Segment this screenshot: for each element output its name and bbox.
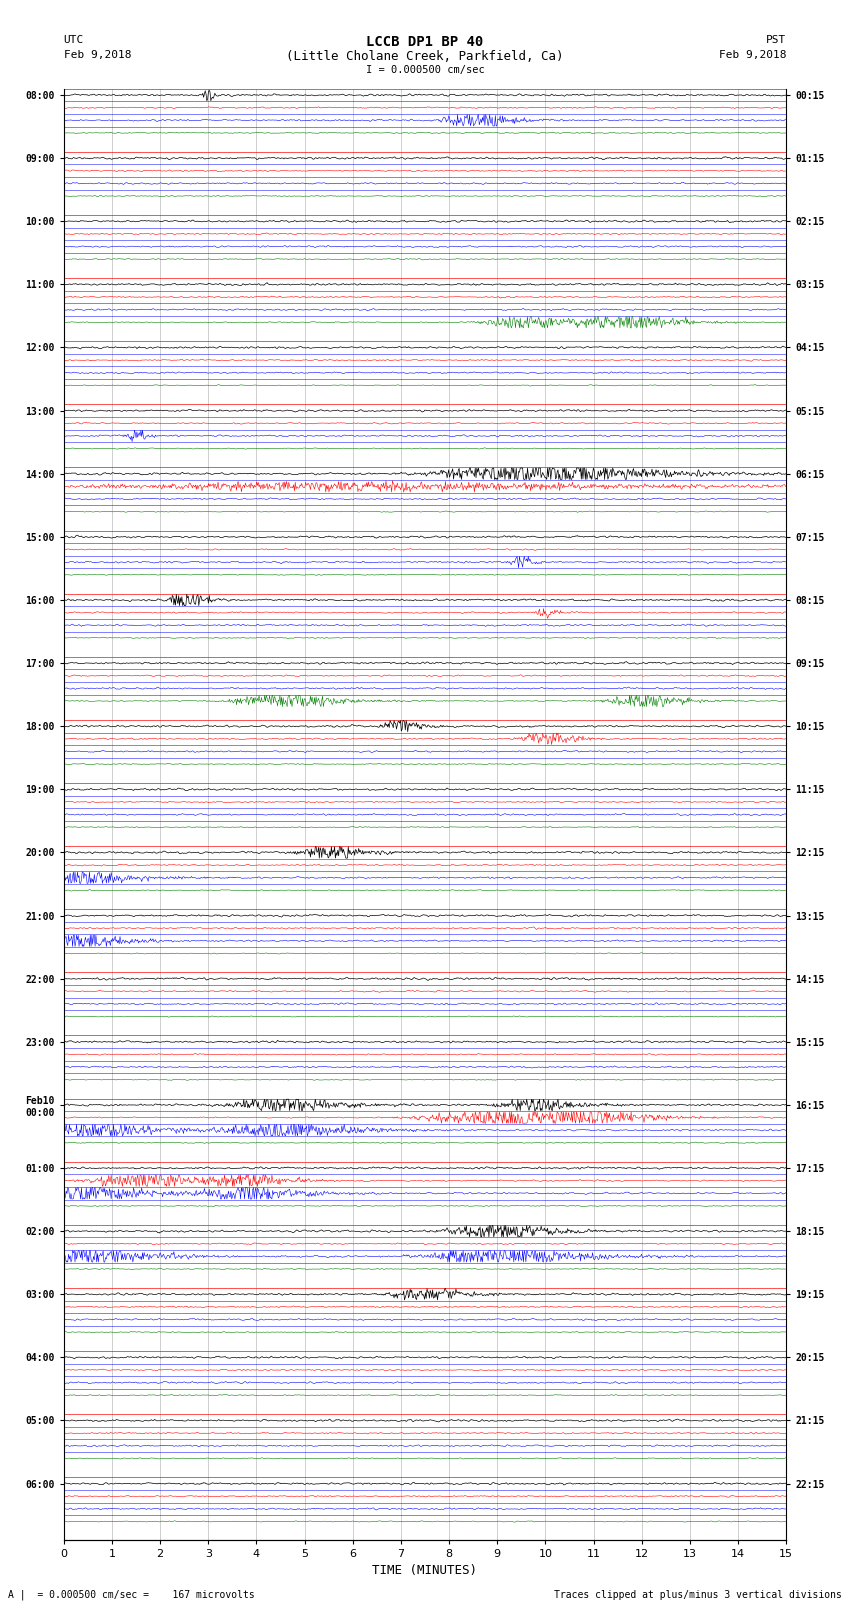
X-axis label: TIME (MINUTES): TIME (MINUTES) [372,1563,478,1576]
Text: I = 0.000500 cm/sec: I = 0.000500 cm/sec [366,65,484,74]
Text: Traces clipped at plus/minus 3 vertical divisions: Traces clipped at plus/minus 3 vertical … [553,1590,842,1600]
Text: (Little Cholane Creek, Parkfield, Ca): (Little Cholane Creek, Parkfield, Ca) [286,50,564,63]
Text: Feb 9,2018: Feb 9,2018 [64,50,131,60]
Text: UTC: UTC [64,35,84,45]
Text: LCCB DP1 BP 40: LCCB DP1 BP 40 [366,35,484,50]
Text: Feb 9,2018: Feb 9,2018 [719,50,786,60]
Text: A |  = 0.000500 cm/sec =    167 microvolts: A | = 0.000500 cm/sec = 167 microvolts [8,1589,255,1600]
Text: PST: PST [766,35,786,45]
